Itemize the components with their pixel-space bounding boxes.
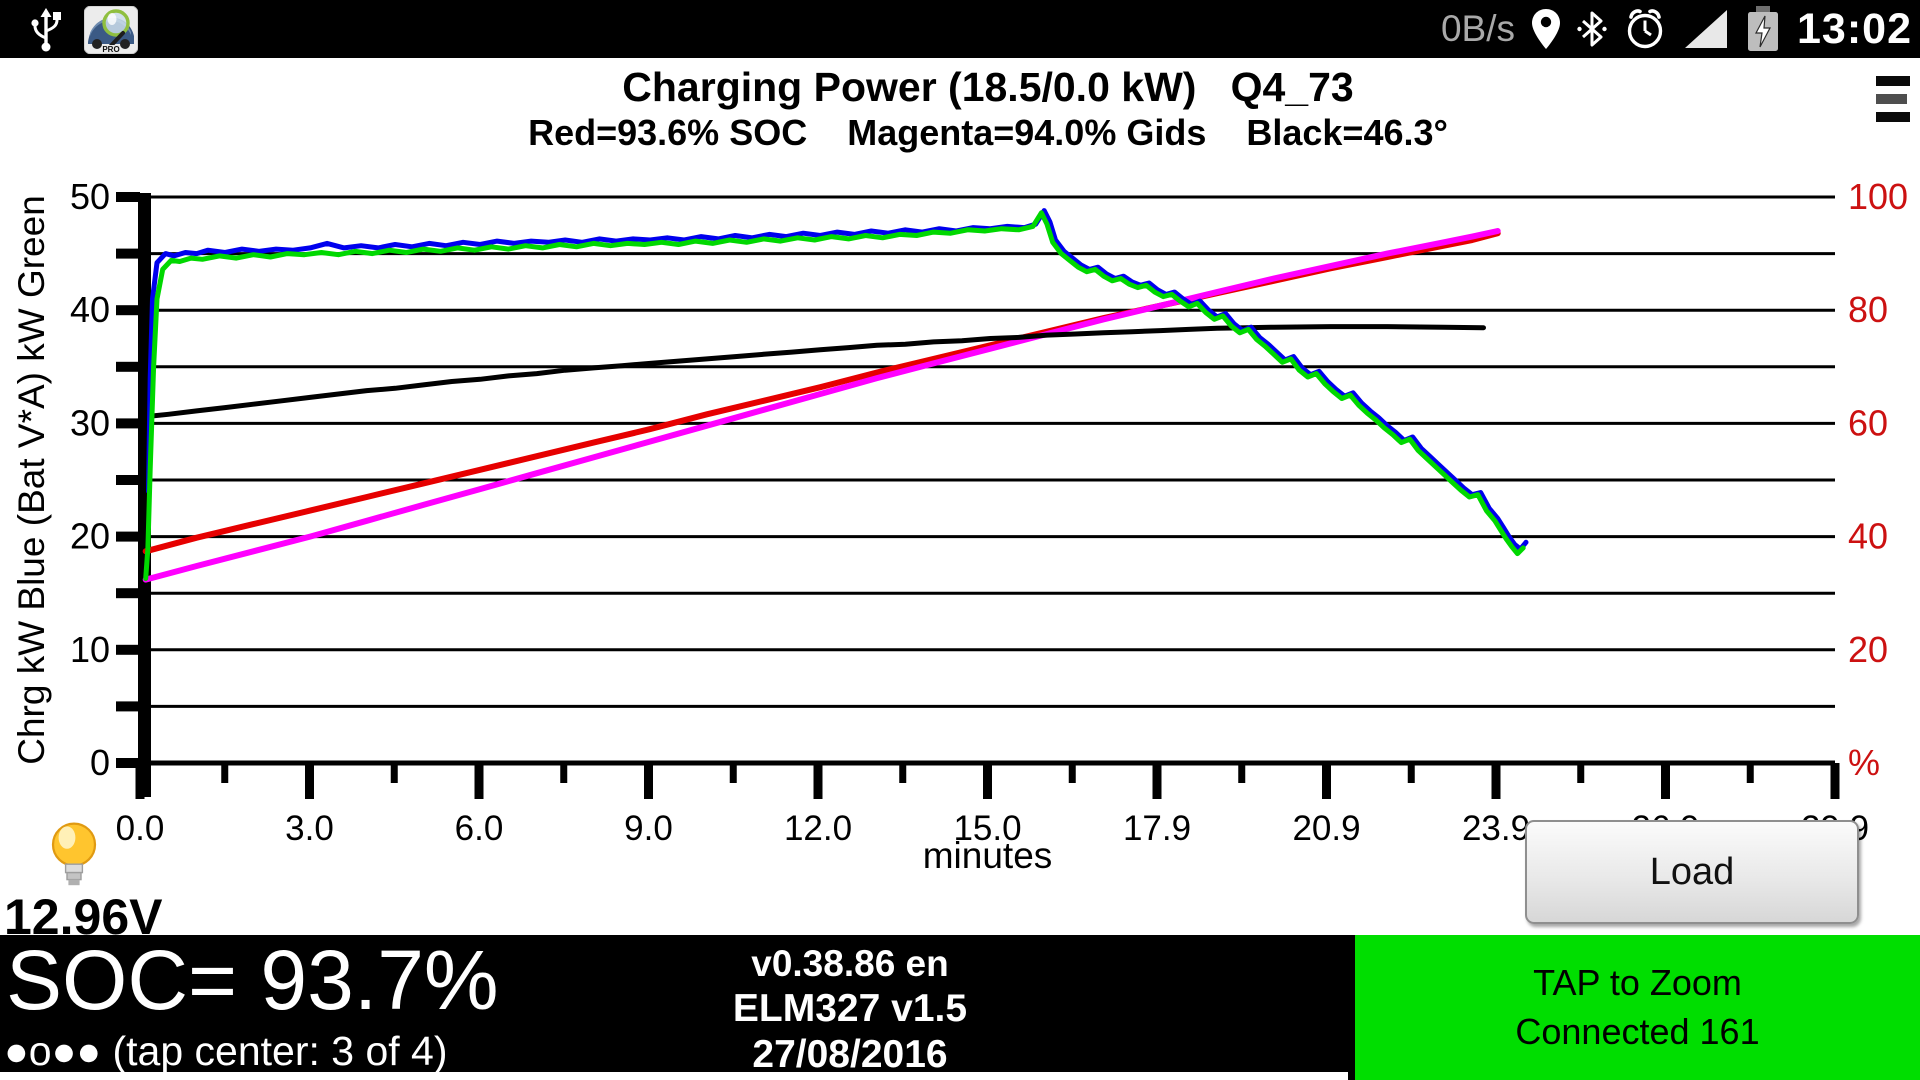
svg-text:50: 50 <box>70 176 110 217</box>
hamburger-menu-icon[interactable] <box>1876 76 1912 122</box>
leafspy-app-icon: PRO <box>84 6 138 54</box>
elm-version: ELM327 v1.5 <box>732 986 968 1030</box>
svg-text:9.0: 9.0 <box>624 809 673 848</box>
soc-display[interactable]: SOC= 93.7% <box>6 933 499 1027</box>
version-info-block: v0.38.86 en ELM327 v1.5 27/08/2016 <box>650 942 1050 1078</box>
svg-text:17.9: 17.9 <box>1123 809 1191 848</box>
net-speed: 0B/s <box>1440 8 1516 49</box>
svg-text:minutes: minutes <box>923 835 1053 876</box>
svg-text:Chrg kW Blue (Bat V*A) kW Gre: Chrg kW Blue (Bat V*A) kW Green <box>11 195 52 765</box>
svg-text:80: 80 <box>1848 289 1888 330</box>
location-pin-icon <box>1532 9 1561 49</box>
svg-text:100: 100 <box>1848 176 1908 217</box>
status-bar: PRO 0B/s <box>0 0 1920 58</box>
log-date: 27/08/2016 <box>752 1032 948 1076</box>
connection-status-panel[interactable]: TAP to Zoom Connected 161 <box>1348 935 1920 1080</box>
svg-text:3.0: 3.0 <box>285 809 334 848</box>
svg-text:20.9: 20.9 <box>1292 809 1360 848</box>
tap-to-zoom-label: TAP to Zoom <box>1533 961 1742 1003</box>
svg-text:PRO: PRO <box>102 45 119 54</box>
svg-text:23.9: 23.9 <box>1462 809 1530 848</box>
svg-text:6.0: 6.0 <box>455 809 504 848</box>
bluetooth-icon <box>1577 11 1607 47</box>
chart[interactable]: 0.03.06.09.012.015.017.920.923.926.929.9… <box>0 0 1920 935</box>
connected-status: Connected 161 <box>1515 1010 1760 1052</box>
svg-text:12.0: 12.0 <box>784 809 852 848</box>
usb-icon <box>31 8 61 52</box>
page-title: Charging Power (18.5/0.0 kW) Q4_73 <box>622 64 1354 110</box>
svg-text:40: 40 <box>70 289 110 330</box>
chart-svg: 0.03.06.09.012.015.017.920.923.926.929.9… <box>11 176 1908 876</box>
svg-text:0: 0 <box>90 742 110 783</box>
svg-text:10: 10 <box>70 629 110 670</box>
svg-text:0.0: 0.0 <box>116 809 165 848</box>
load-button-label: Load <box>1649 850 1735 893</box>
page-indicator[interactable]: ●o●● (tap center: 3 of 4) <box>4 1028 448 1074</box>
svg-text:30: 30 <box>70 402 110 443</box>
svg-text:20: 20 <box>70 516 110 557</box>
alarm-clock-icon <box>1627 9 1663 49</box>
battery-charging-icon <box>1748 6 1779 51</box>
signal-icon <box>1685 10 1728 48</box>
load-button[interactable]: Load <box>1525 820 1859 924</box>
svg-text:60: 60 <box>1848 402 1888 443</box>
svg-text:40: 40 <box>1848 516 1888 557</box>
svg-text:20: 20 <box>1848 629 1888 670</box>
lightbulb-icon[interactable] <box>46 820 102 900</box>
app-version: v0.38.86 en <box>751 943 949 984</box>
chart-legend-subtitle: Red=93.6% SOC Magenta=94.0% Gids Black=4… <box>528 112 1448 153</box>
clock-time: 13:02 <box>1797 4 1912 53</box>
svg-text:15.0: 15.0 <box>953 809 1021 848</box>
svg-text:%: % <box>1848 742 1880 783</box>
